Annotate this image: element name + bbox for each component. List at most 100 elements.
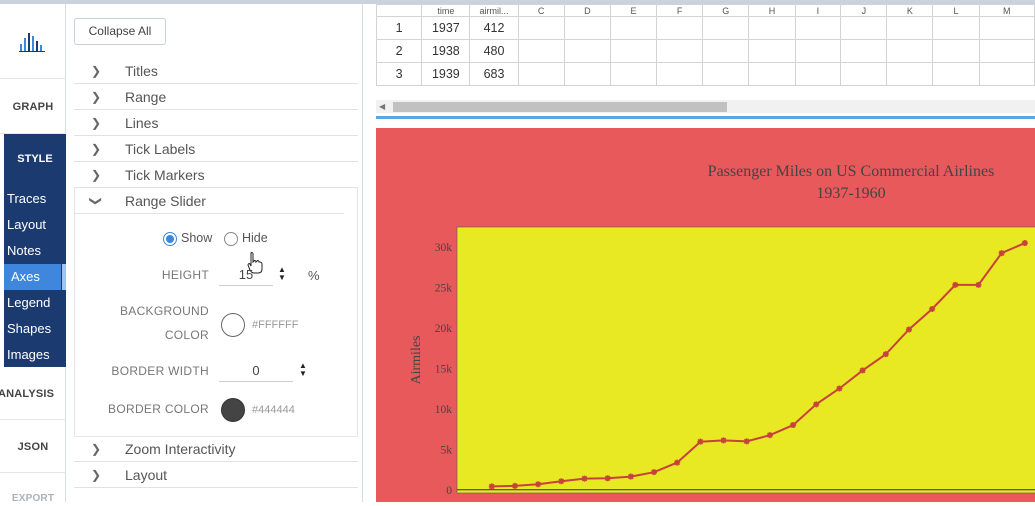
fold-range-slider[interactable]: ❯ Range Slider (74, 188, 344, 214)
height-stepper[interactable]: ▲ ▼ (278, 265, 286, 282)
logo[interactable] (0, 4, 66, 79)
grid-cell[interactable] (932, 62, 980, 86)
grid-cell[interactable] (563, 39, 611, 63)
data-point (1021, 240, 1028, 247)
show-radio-label[interactable]: Show (181, 231, 213, 245)
nav-sub-legend[interactable]: Legend (7, 295, 51, 310)
grid-cell[interactable] (517, 39, 565, 63)
show-radio[interactable] (163, 232, 177, 246)
scroll-left-icon[interactable]: ◀ (379, 102, 386, 111)
grid-header-cell[interactable]: I (794, 4, 842, 17)
grid-cell[interactable] (978, 39, 1035, 63)
grid-cell[interactable]: 1937 (421, 16, 471, 40)
background-color-swatch[interactable] (221, 313, 245, 337)
grid-cell[interactable]: 683 (469, 62, 519, 86)
grid-header-cell[interactable]: airmil... (469, 4, 519, 17)
grid-cell[interactable]: 412 (469, 16, 519, 40)
chevron-down-icon: ❯ (89, 195, 104, 207)
background-color-label-2: COLOR (164, 328, 209, 342)
nav-style[interactable]: STYLE (17, 153, 53, 165)
grid-cell[interactable]: 1938 (421, 39, 471, 63)
grid-cell[interactable] (609, 39, 658, 63)
grid-cell[interactable] (978, 16, 1035, 40)
hide-radio[interactable] (224, 232, 238, 246)
grid-cell[interactable] (563, 16, 611, 40)
nav-sub-traces[interactable]: Traces (7, 191, 47, 206)
grid-header-cell[interactable]: H (748, 4, 796, 17)
nav-sub-axes[interactable]: Axes (4, 264, 61, 290)
plot-background (456, 226, 1035, 494)
table-row: 2 1938 480 (376, 39, 1035, 63)
collapse-all-button[interactable]: Collapse All (74, 18, 166, 45)
border-color-hex[interactable]: #444444 (252, 404, 295, 416)
grid-cell[interactable] (748, 16, 796, 40)
grid-cell[interactable] (840, 39, 888, 63)
grid-header-cell[interactable]: time (421, 4, 471, 17)
top-border (0, 0, 1035, 4)
grid-cell[interactable] (932, 39, 980, 63)
grid-cell[interactable] (978, 62, 1035, 86)
border-width-input[interactable]: 0 (219, 360, 293, 382)
border-width-stepper[interactable]: ▲ ▼ (299, 361, 307, 378)
scrollbar-thumb[interactable] (393, 102, 727, 112)
nav-sub-notes[interactable]: Notes (7, 243, 41, 258)
grid-cell[interactable] (840, 62, 888, 86)
border-color-swatch[interactable] (221, 398, 245, 422)
style-panel: Collapse All ❯ Titles ❯ Range ❯ Lines ❯ … (66, 4, 363, 502)
grid-cell[interactable] (932, 16, 980, 40)
grid-cell[interactable] (656, 39, 704, 63)
grid-cell[interactable] (517, 62, 565, 86)
nav-export[interactable]: EXPORT (11, 493, 55, 504)
grid-cell[interactable] (794, 39, 842, 63)
fold-titles[interactable]: ❯ Titles (74, 58, 358, 84)
fold-zoom-interactivity[interactable]: ❯ Zoom Interactivity (74, 436, 358, 462)
grid-cell[interactable] (748, 62, 796, 86)
grid-header-cell[interactable]: J (840, 4, 888, 17)
grid-cell[interactable] (886, 16, 934, 40)
grid-cell[interactable] (517, 16, 565, 40)
height-input[interactable]: 15 (219, 264, 273, 286)
grid-cell[interactable] (748, 39, 796, 63)
grid-cell[interactable] (702, 16, 750, 40)
grid-header-cell[interactable]: E (609, 4, 658, 17)
fold-layout[interactable]: ❯ Layout (74, 462, 358, 488)
grid-cell[interactable] (794, 16, 842, 40)
grid-cell[interactable] (886, 62, 934, 86)
background-color-hex[interactable]: #FFFFFF (252, 319, 299, 331)
grid-cell[interactable] (609, 62, 658, 86)
grid-cell[interactable] (656, 62, 704, 86)
grid-header-cell[interactable]: M (978, 4, 1035, 17)
grid-cell[interactable] (563, 62, 611, 86)
nav-json[interactable]: JSON (0, 421, 66, 473)
fold-tick-markers[interactable]: ❯ Tick Markers (74, 162, 358, 188)
grid-cell[interactable] (794, 62, 842, 86)
grid-cell[interactable] (840, 16, 888, 40)
nav-sub-layout[interactable]: Layout (7, 217, 47, 232)
grid-cell[interactable] (702, 62, 750, 86)
grid-cell[interactable] (886, 39, 934, 63)
grid-cell[interactable] (656, 16, 704, 40)
grid-header-cell[interactable]: C (517, 4, 565, 17)
grid-header-cell[interactable]: G (702, 4, 750, 17)
nav-graph[interactable]: GRAPH (0, 80, 66, 134)
fold-range[interactable]: ❯ Range (74, 84, 358, 110)
grid-header-cell[interactable]: D (563, 4, 611, 17)
resize-divider[interactable] (376, 116, 1035, 119)
hide-radio-label[interactable]: Hide (242, 231, 268, 245)
grid-header-cell[interactable]: F (656, 4, 704, 17)
row-number: 1 (376, 16, 423, 40)
nav-analysis[interactable]: ANALYSIS (0, 368, 66, 420)
fold-lines[interactable]: ❯ Lines (74, 110, 358, 136)
nav-sub-images[interactable]: Images (7, 347, 50, 362)
grid-cell[interactable]: 1939 (421, 62, 471, 86)
grid-horizontal-scrollbar[interactable]: ◀ (376, 100, 1035, 113)
data-point (581, 475, 588, 482)
fold-tick-labels[interactable]: ❯ Tick Labels (74, 136, 358, 162)
grid-cell[interactable] (702, 39, 750, 63)
grid-cell[interactable] (609, 16, 658, 40)
grid-header-cell[interactable]: K (886, 4, 934, 17)
nav-sub-shapes[interactable]: Shapes (7, 321, 52, 336)
grid-header-cell[interactable]: L (932, 4, 980, 17)
grid-cell[interactable]: 480 (469, 39, 519, 63)
data-point (627, 473, 634, 480)
